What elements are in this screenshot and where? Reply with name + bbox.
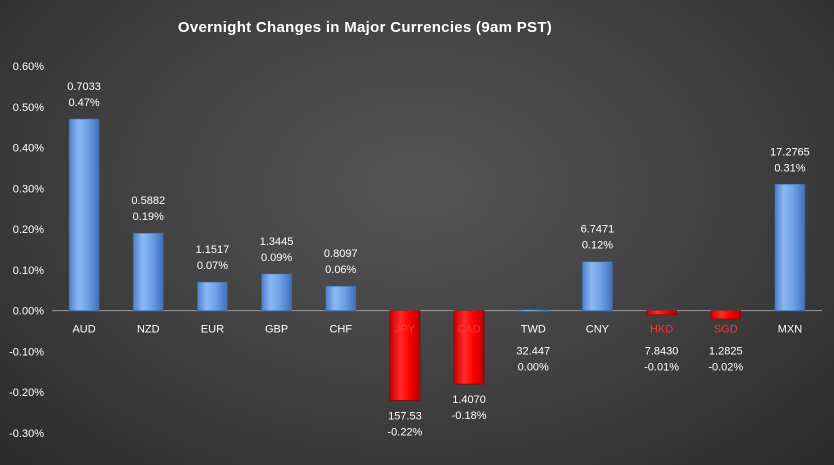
x-tick-label: CAD: [457, 324, 480, 336]
bar-jpy: [389, 310, 421, 401]
data-label-rate: 1.2825: [709, 346, 743, 358]
bar-mxn: [774, 183, 806, 311]
data-label-percent: 0.09%: [261, 252, 292, 264]
data-label-percent: 0.12%: [582, 240, 613, 252]
data-label-rate: 157.53: [388, 410, 422, 422]
y-axis: 0.60% 0.50% 0.40% 0.30% 0.20% 0.10% 0.00% -0.10…: [9, 61, 822, 440]
data-label-rate: 1.1517: [196, 244, 230, 256]
y-tick-label: 0.00%: [13, 306, 44, 318]
data-label-percent: -0.02%: [708, 362, 743, 374]
x-tick-label: NZD: [137, 324, 160, 336]
y-tick-label: -0.10%: [9, 346, 44, 358]
x-tick-label: JPY: [395, 324, 416, 336]
y-tick-label: 0.40%: [13, 143, 44, 155]
data-label-rate: 6.7471: [581, 224, 615, 236]
y-tick-label: -0.30%: [9, 428, 44, 440]
y-tick-label: 0.60%: [13, 61, 44, 73]
data-label-percent: 0.07%: [197, 260, 228, 272]
y-tick-label: 0.20%: [13, 224, 44, 236]
y-tick-label: 0.50%: [13, 102, 44, 114]
data-label-percent: 0.06%: [325, 264, 356, 276]
data-label-rate: 7.8430: [645, 346, 679, 358]
data-label-rate: 1.3445: [260, 236, 294, 248]
bar-gbp: [261, 273, 292, 311]
x-tick-label: TWD: [521, 324, 546, 336]
data-label-percent: 0.31%: [774, 162, 805, 174]
data-label-percent: 0.00%: [518, 362, 549, 374]
x-tick-label: MXN: [778, 324, 803, 336]
data-label-percent: -0.01%: [644, 362, 679, 374]
x-tick-label: CHF: [329, 324, 352, 336]
bar-chf: [325, 285, 357, 311]
data-label-percent: 0.47%: [68, 97, 99, 109]
bars-group: [68, 118, 806, 401]
bar-aud: [68, 118, 100, 311]
data-label-percent: -0.22%: [387, 426, 422, 438]
data-label-rate: 0.8097: [324, 248, 358, 260]
x-axis: AUD NZD EUR GBP CHF JPY CAD TWD CNY HKD SGD MXN: [72, 324, 802, 336]
bar-twd: [517, 309, 549, 312]
bar-nzd: [132, 232, 164, 311]
data-label-percent: -0.18%: [452, 410, 487, 422]
data-label-rate: 32.447: [516, 346, 550, 358]
x-tick-label: CNY: [586, 324, 610, 336]
y-tick-label: 0.30%: [13, 183, 44, 195]
chart-title: Overnight Changes in Major Currencies (9…: [178, 19, 552, 36]
data-label-percent: 0.19%: [133, 211, 164, 223]
x-tick-label: SGD: [714, 324, 738, 336]
bar-cny: [582, 261, 613, 311]
x-tick-label: HKD: [650, 324, 673, 336]
bar-sgd: [710, 310, 742, 320]
data-label-rate: 17.2765: [770, 146, 810, 158]
data-label-rate: 1.4070: [452, 394, 486, 406]
x-tick-label: AUD: [72, 324, 95, 336]
y-tick-label: -0.20%: [9, 387, 44, 399]
y-tick-label: 0.10%: [13, 265, 44, 277]
bar-eur: [197, 281, 228, 311]
data-label-rate: 0.5882: [131, 195, 165, 207]
x-tick-label: GBP: [265, 324, 288, 336]
bar-hkd: [646, 310, 677, 316]
x-tick-label: EUR: [201, 324, 224, 336]
data-labels-group: 0.7033 0.47% 0.5882 0.19% 1.1517 0.07% 1.3445 0…: [67, 81, 810, 438]
data-label-rate: 0.7033: [67, 81, 101, 93]
bar-cad: [453, 310, 485, 385]
